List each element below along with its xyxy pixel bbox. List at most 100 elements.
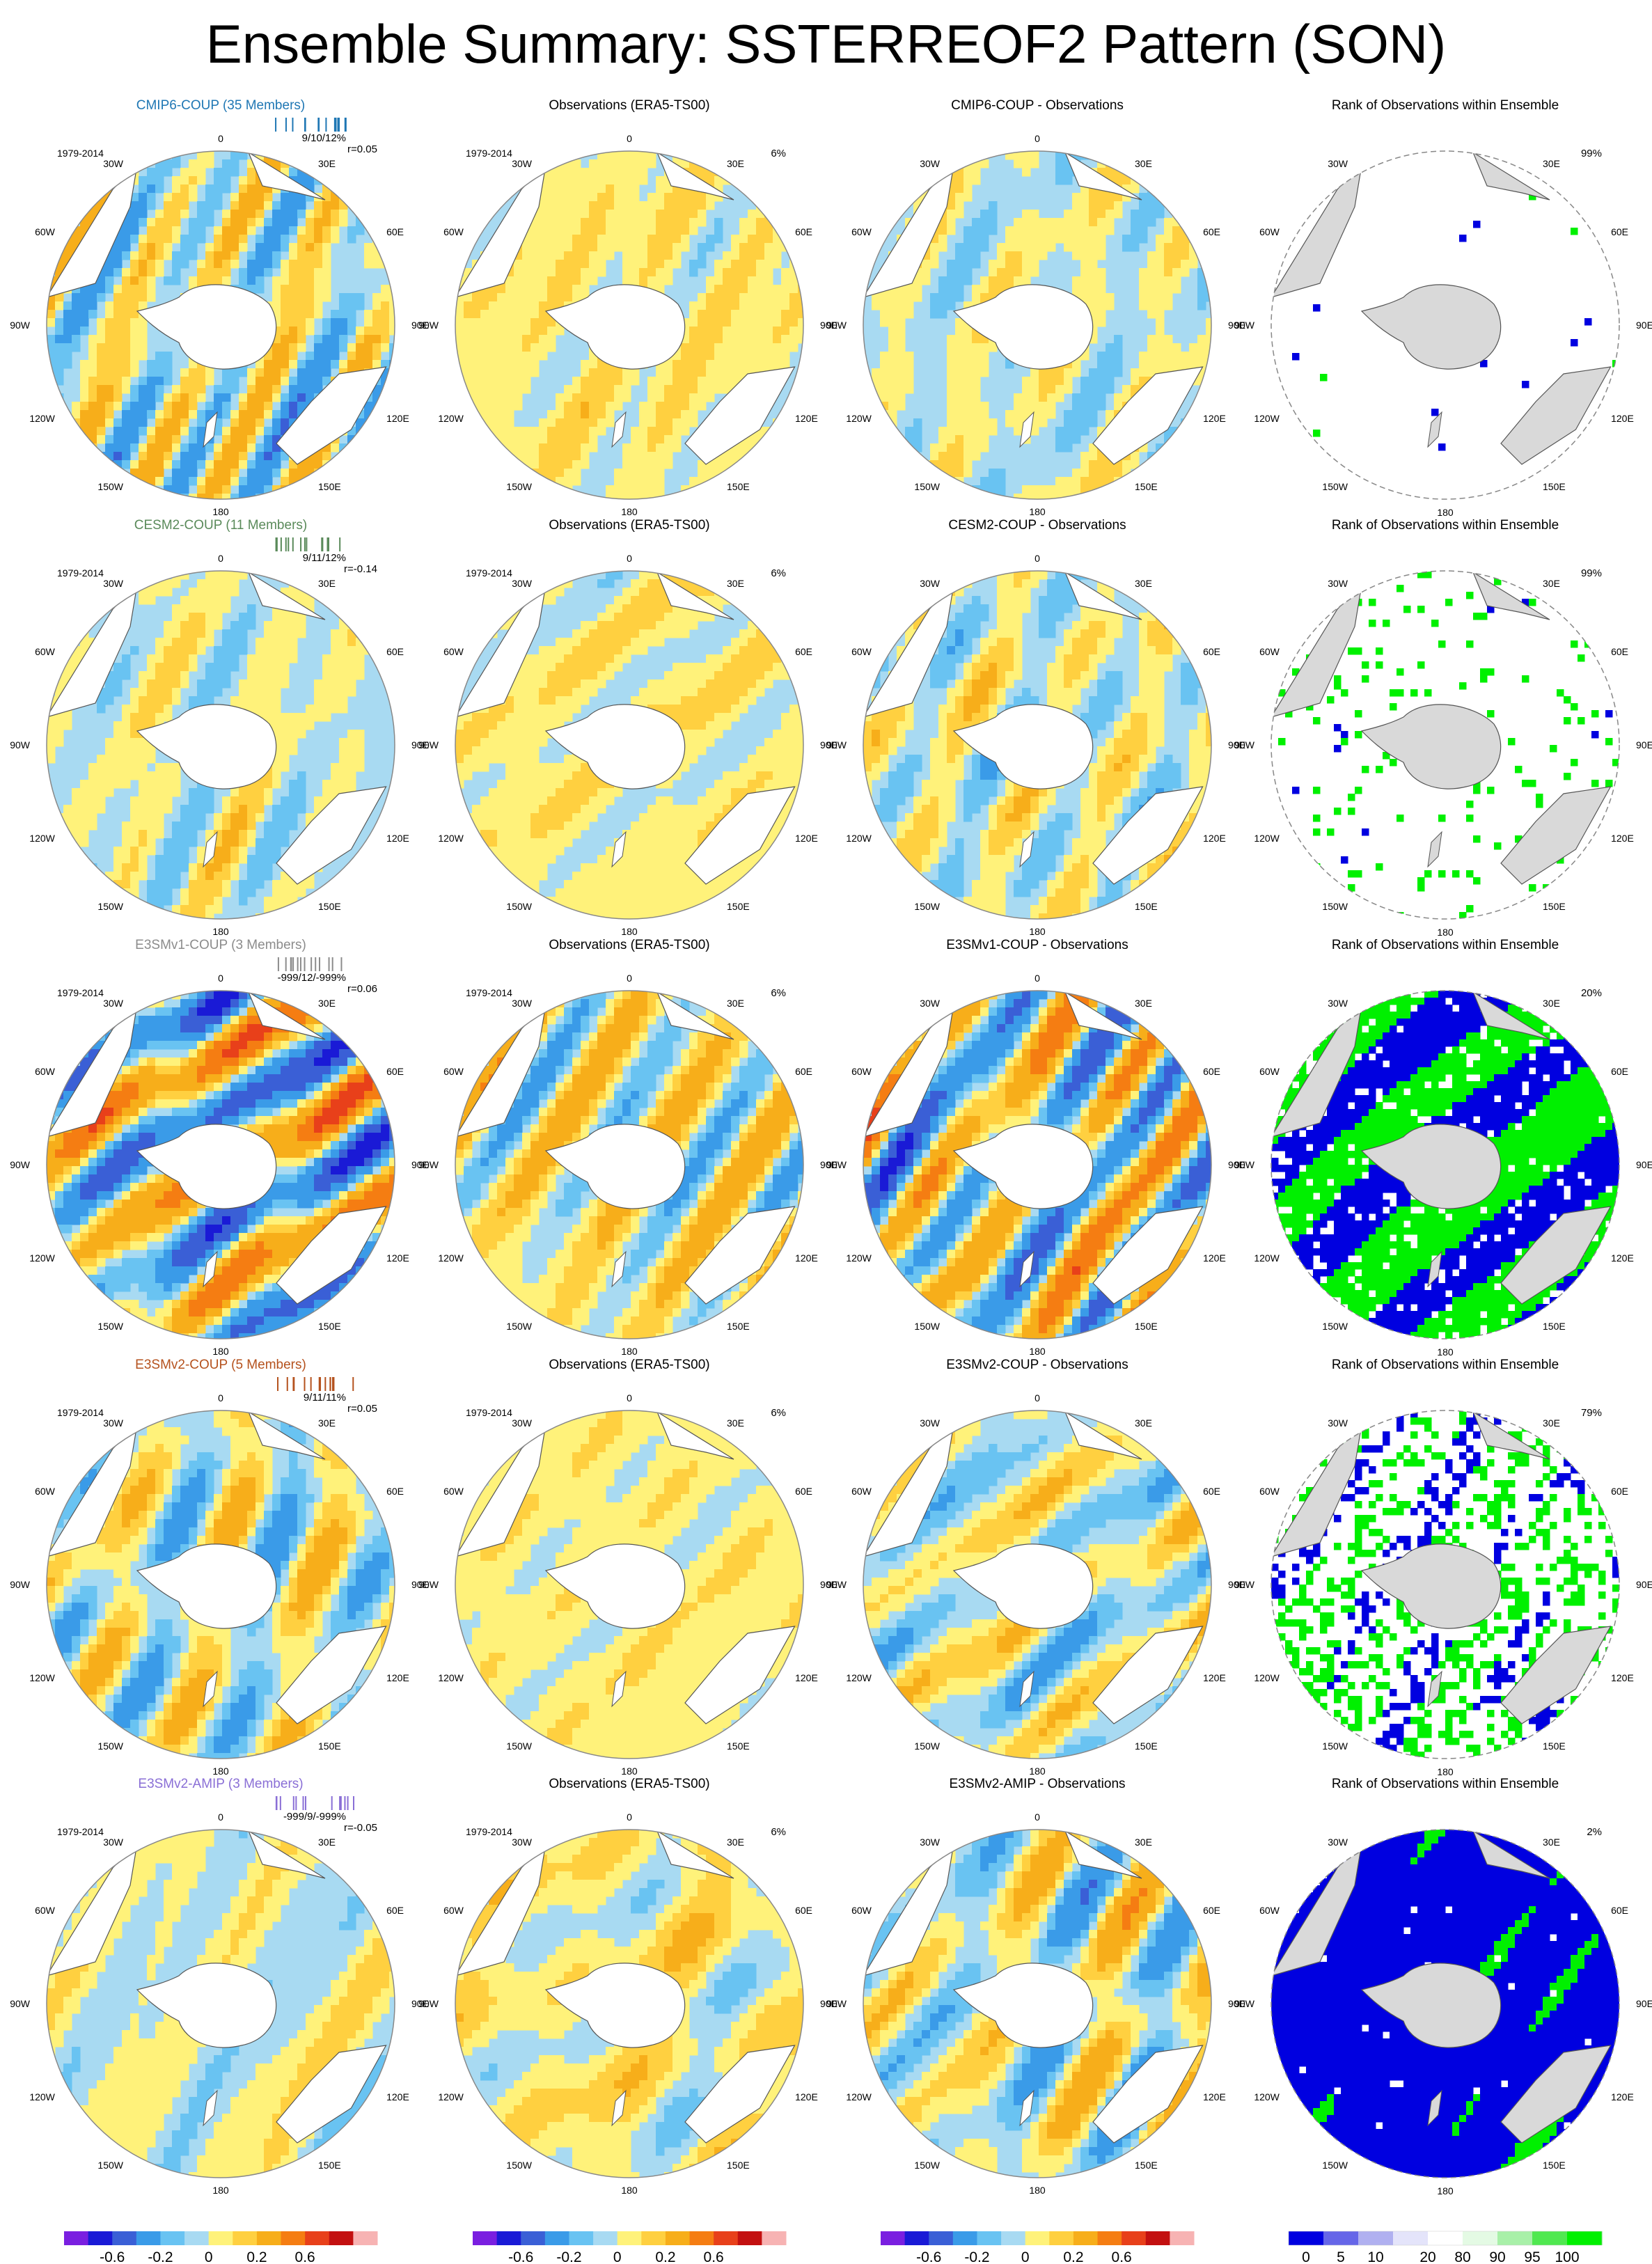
- map-boundary: [1271, 1829, 1620, 2178]
- rank-field: [1271, 1830, 1619, 2178]
- rank-panel-r1: 30E 60E 90E 120E 150E 150W 120W 90W 60W 30W 180: [1234, 570, 1652, 938]
- period-label: 1979-2014: [466, 148, 512, 159]
- longitude-label-60W: 60W: [851, 1486, 872, 1497]
- longitude-label-120W: 120W: [846, 2091, 872, 2102]
- period-label: 1979-2014: [57, 1407, 104, 1418]
- south-america-landmass: [47, 164, 138, 299]
- new-zealand-landmass: [1427, 411, 1442, 448]
- colorbar-tick-label: -0.2: [964, 2249, 989, 2264]
- longitude-label-120E: 120E: [1203, 2091, 1226, 2102]
- longitude-label-180: 180: [212, 1766, 229, 1777]
- longitude-label-150W: 150W: [506, 481, 532, 492]
- longitude-label-30E: 30E: [727, 158, 744, 169]
- new-zealand-landmass: [203, 1250, 218, 1288]
- longitude-label-60E: 60E: [1611, 646, 1628, 657]
- ensemble-stats: -999/9/-999%: [283, 1811, 346, 1823]
- colorbar-swatch: [112, 2231, 137, 2245]
- africa-landmass: [247, 571, 326, 620]
- map-panel-r3-c0: 0 30E 60E 90E 120E 150E 180 150W 120W 90W 60W 30W: [10, 1392, 429, 1777]
- longitude-label-30E: 30E: [1135, 158, 1152, 169]
- longitude-label-60W: 60W: [851, 1066, 872, 1077]
- longitude-label-60W: 60W: [35, 1486, 56, 1497]
- australia-landmass: [276, 2045, 387, 2144]
- longitude-label-120E: 120E: [795, 413, 818, 424]
- australia-landmass: [1500, 366, 1612, 465]
- sst-field: [863, 571, 1211, 919]
- longitude-label-30E: 30E: [318, 998, 336, 1009]
- observations-title: Observations (ERA5-TS00): [549, 938, 709, 952]
- longitude-label-90E: 90E: [411, 1159, 429, 1170]
- longitude-label-0: 0: [1035, 133, 1040, 144]
- map-panel-r4-c0: 0 30E 60E 90E 120E 150E 180 150W 120W 90W 60W 30W: [10, 1811, 429, 2196]
- longitude-label-150E: 150E: [1135, 1321, 1158, 1332]
- colorbar-swatch: [665, 2231, 691, 2245]
- longitude-label-90E: 90E: [411, 1579, 429, 1590]
- colorbar-tick-label: -0.6: [916, 2249, 941, 2264]
- longitude-label-30W: 30W: [1328, 158, 1348, 169]
- sst-field: [47, 151, 395, 499]
- longitude-label-90W: 90W: [418, 320, 439, 331]
- rank-percent: 20%: [1581, 987, 1602, 999]
- africa-landmass: [1064, 991, 1142, 1040]
- longitude-label-90E: 90E: [1636, 320, 1652, 331]
- longitude-label-150W: 150W: [97, 481, 123, 492]
- longitude-label-120W: 120W: [29, 1672, 55, 1683]
- longitude-label-30W: 30W: [103, 158, 124, 169]
- longitude-label-60E: 60E: [1203, 646, 1220, 657]
- longitude-label-120W: 120W: [438, 413, 464, 424]
- longitude-label-120W: 120W: [1254, 1252, 1280, 1264]
- map-panel-r2-c0: 0 30E 60E 90E 120E 150E 180 150W 120W 90W 60W 30W: [10, 973, 429, 1357]
- longitude-label-90E: 90E: [1636, 739, 1652, 750]
- colorbar-swatch: [689, 2231, 714, 2245]
- period-label: 1979-2014: [466, 567, 512, 579]
- colorbar-tick-label: 0: [613, 2249, 622, 2264]
- map-boundary: [455, 570, 804, 920]
- longitude-label-30W: 30W: [103, 1417, 124, 1429]
- ensemble-stats: 9/11/12%: [303, 552, 346, 564]
- colorbar-swatch: [473, 2231, 498, 2245]
- difference-title: E3SMv1-COUP - Observations: [946, 938, 1128, 952]
- colorbar-swatch: [762, 2231, 787, 2245]
- colorbar-swatch: [569, 2231, 594, 2245]
- longitude-label-30W: 30W: [103, 998, 124, 1009]
- longitude-label-120W: 120W: [846, 833, 872, 844]
- longitude-label-90W: 90W: [418, 739, 439, 750]
- longitude-label-30E: 30E: [1135, 1417, 1152, 1429]
- australia-landmass: [1092, 1206, 1204, 1305]
- ensemble-title: CMIP6-COUP (35 Members): [136, 98, 305, 113]
- longitude-label-60E: 60E: [1611, 1066, 1628, 1077]
- longitude-label-30W: 30W: [1328, 998, 1348, 1009]
- observations-title: Observations (ERA5-TS00): [549, 518, 709, 533]
- longitude-label-90E: 90E: [411, 739, 429, 750]
- longitude-label-180: 180: [1029, 1766, 1046, 1777]
- longitude-label-0: 0: [218, 133, 223, 144]
- longitude-label-30W: 30W: [920, 158, 941, 169]
- longitude-label-150E: 150E: [727, 481, 750, 492]
- longitude-label-180: 180: [212, 1346, 229, 1357]
- map-boundary: [1271, 570, 1620, 920]
- longitude-label-90W: 90W: [1234, 739, 1255, 750]
- south-america-landmass: [455, 583, 546, 718]
- africa-landmass: [1472, 1410, 1550, 1460]
- difference-title: CMIP6-COUP - Observations: [951, 98, 1124, 113]
- longitude-label-120E: 120E: [795, 2091, 818, 2102]
- longitude-label-30E: 30E: [727, 998, 744, 1009]
- colorbar-swatch: [1145, 2231, 1170, 2245]
- africa-landmass: [1472, 151, 1550, 201]
- longitude-label-90W: 90W: [10, 320, 31, 331]
- new-zealand-landmass: [1019, 2089, 1035, 2127]
- longitude-label-60W: 60W: [1259, 1486, 1280, 1497]
- difference-title: E3SMv2-AMIP - Observations: [949, 1777, 1125, 1791]
- longitude-label-180: 180: [1437, 927, 1454, 938]
- longitude-label-0: 0: [218, 1392, 223, 1404]
- longitude-label-90E: 90E: [411, 320, 429, 331]
- sst-colorbar-0: -0.6-0.200.20.6C: [64, 2231, 378, 2264]
- south-america-landmass: [863, 1003, 954, 1138]
- longitude-label-90W: 90W: [418, 1579, 439, 1590]
- new-zealand-landmass: [1019, 831, 1035, 868]
- longitude-label-30E: 30E: [1135, 578, 1152, 589]
- longitude-label-60W: 60W: [35, 1905, 56, 1916]
- australia-landmass: [684, 786, 796, 885]
- antarctica-landmass: [544, 1543, 686, 1629]
